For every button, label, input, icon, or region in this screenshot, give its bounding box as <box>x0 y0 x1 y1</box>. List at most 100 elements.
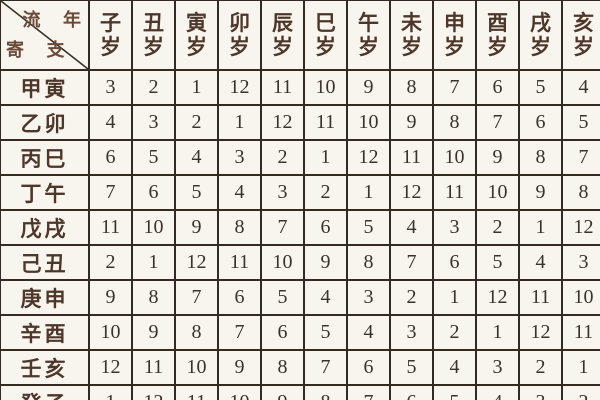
column-header-1: 子岁 <box>88 0 133 71</box>
table-cell: 12 <box>217 69 262 106</box>
table-cell: 10 <box>303 69 348 106</box>
table-cell: 11 <box>432 174 477 211</box>
table-cell: 1 <box>303 139 348 176</box>
table-cell: 10 <box>131 209 176 246</box>
row-label: 辛酉 <box>0 314 90 351</box>
table-cell: 3 <box>561 244 600 281</box>
table-cell: 7 <box>389 244 434 281</box>
table-cell: 8 <box>260 349 305 386</box>
table-cell: 11 <box>518 279 563 316</box>
table-cell: 9 <box>389 104 434 141</box>
table-cell: 6 <box>518 104 563 141</box>
column-header-label: 巳岁 <box>315 10 336 59</box>
table-cell: 12 <box>174 244 219 281</box>
row-label: 癸子 <box>0 384 90 400</box>
table-cell: 5 <box>475 244 520 281</box>
column-header-label: 午岁 <box>358 10 379 59</box>
column-header-6: 巳岁 <box>303 0 348 71</box>
table-row: 癸子112111098765432 <box>0 384 600 400</box>
table-cell: 4 <box>174 139 219 176</box>
table-cell: 6 <box>131 174 176 211</box>
table-cell: 8 <box>389 69 434 106</box>
table-cell: 12 <box>475 279 520 316</box>
table-cell: 4 <box>475 384 520 400</box>
table-cell: 2 <box>561 384 600 400</box>
table-cell: 1 <box>561 349 600 386</box>
table-cell: 1 <box>346 174 391 211</box>
column-header-label: 子岁 <box>100 10 121 59</box>
table-cell: 9 <box>88 279 133 316</box>
table-cell: 6 <box>346 349 391 386</box>
table-cell: 12 <box>389 174 434 211</box>
table-row: 己丑 2 1 12 11 10 9 8 7 6 5 4 3 <box>0 244 600 281</box>
table-cell: 10 <box>346 104 391 141</box>
table-row: 辛酉 10 9 8 7 6 5 4 3 2 1 12 11 <box>0 314 600 351</box>
table-cell: 11 <box>561 314 600 351</box>
table-cell: 10 <box>561 279 600 316</box>
corner-label-liunian: 流 年 <box>22 10 89 30</box>
table-cell: 4 <box>346 314 391 351</box>
table-cell: 8 <box>518 139 563 176</box>
table-cell: 5 <box>131 139 176 176</box>
table-row: 丁午 7 6 5 4 3 2 1 12 11 10 9 8 <box>0 174 600 211</box>
table-cell: 2 <box>131 69 176 106</box>
table-cell: 10 <box>260 244 305 281</box>
column-header-label: 卯岁 <box>229 10 250 59</box>
table-cell: 7 <box>475 104 520 141</box>
table-cell: 4 <box>561 69 600 106</box>
row-label: 戊戌 <box>0 209 90 246</box>
column-header-7: 午岁 <box>346 0 391 71</box>
table-cell: 6 <box>475 69 520 106</box>
table-cell: 8 <box>346 244 391 281</box>
table-cell: 3 <box>217 139 262 176</box>
table-cell: 11 <box>131 349 176 386</box>
table-cell: 7 <box>561 139 600 176</box>
table-cell: 3 <box>389 314 434 351</box>
table-cell: 12 <box>518 314 563 351</box>
table-cell: 4 <box>432 349 477 386</box>
table-cell: 10 <box>174 349 219 386</box>
column-header-label: 辰岁 <box>272 10 293 59</box>
table-cell: 11 <box>88 209 133 246</box>
table-cell: 9 <box>260 384 305 400</box>
column-header-label: 酉岁 <box>487 10 508 59</box>
table-cell: 8 <box>131 279 176 316</box>
table-cell: 3 <box>518 384 563 400</box>
table-cell: 1 <box>88 384 133 400</box>
table-cell: 1 <box>475 314 520 351</box>
table-cell: 7 <box>174 279 219 316</box>
table-cell: 9 <box>303 244 348 281</box>
table-row: 乙卯 4 3 2 1 12 11 10 9 8 7 6 5 <box>0 104 600 141</box>
table-cell: 6 <box>260 314 305 351</box>
table-cell: 2 <box>260 139 305 176</box>
table-cell: 6 <box>88 139 133 176</box>
table-cell: 2 <box>432 314 477 351</box>
table-cell: 2 <box>303 174 348 211</box>
row-label: 丙巳 <box>0 139 90 176</box>
table-cell: 2 <box>475 209 520 246</box>
table-cell: 5 <box>389 349 434 386</box>
table-cell: 2 <box>174 104 219 141</box>
table-cell: 8 <box>561 174 600 211</box>
table-cell: 2 <box>389 279 434 316</box>
column-header-label: 寅岁 <box>186 10 207 59</box>
table-cell: 3 <box>432 209 477 246</box>
table-cell: 1 <box>217 104 262 141</box>
diagonal-line <box>2 2 87 68</box>
table-cell: 12 <box>561 209 600 246</box>
table-cell: 10 <box>88 314 133 351</box>
column-header-3: 寅岁 <box>174 0 219 71</box>
table-cell: 2 <box>88 244 133 281</box>
column-header-11: 戌岁 <box>518 0 563 71</box>
table-cell: 9 <box>217 349 262 386</box>
table-cell: 1 <box>518 209 563 246</box>
table-cell: 11 <box>217 244 262 281</box>
table-cell: 6 <box>303 209 348 246</box>
row-label: 庚申 <box>0 279 90 316</box>
table-cell: 9 <box>174 209 219 246</box>
table-row: 甲寅 3 2 1 12 11 10 9 8 7 6 5 4 <box>0 69 600 106</box>
table-cell: 7 <box>432 69 477 106</box>
table-cell: 10 <box>475 174 520 211</box>
